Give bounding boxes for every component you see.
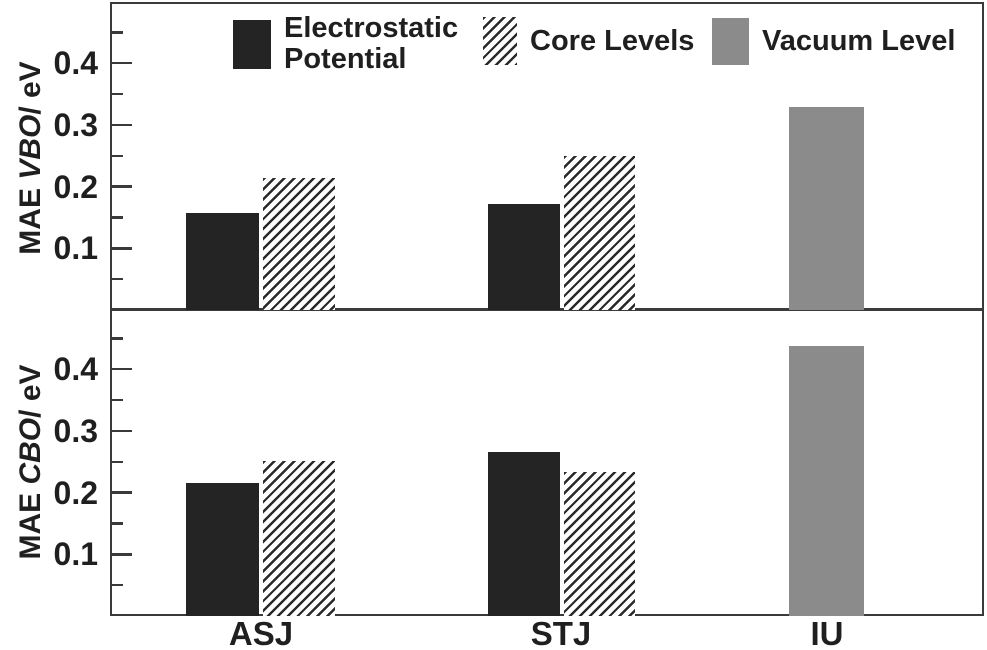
y-tick-label: 0.3: [53, 106, 98, 143]
legend-label-line2: Potential: [284, 43, 407, 75]
y-axis-major-tick: [112, 247, 132, 250]
legend-label-line1: Electrostatic: [284, 12, 459, 44]
y-axis-minor-tick: [112, 522, 123, 525]
y-axis-minor-tick: [112, 277, 123, 281]
bar-stj-1: [564, 472, 635, 616]
y-tick-label: 0.4: [53, 45, 98, 82]
y-tick-label: 0.3: [53, 412, 98, 449]
y-axis-minor-tick: [112, 398, 123, 402]
y-axis-major-tick: [112, 491, 132, 494]
bar-iu-2: [789, 107, 864, 310]
bar-stj-0: [488, 452, 560, 616]
bar-iu-2: [789, 346, 864, 616]
y-axis-minor-tick: [112, 154, 123, 157]
y-axis-minor-tick: [112, 216, 123, 219]
legend-label-vacuum-level: Vacuum Level: [762, 25, 956, 57]
y-axis-major-tick: [112, 429, 132, 433]
x-category-label-iu: IU: [810, 615, 844, 650]
bar-asj-0: [186, 213, 259, 310]
bar-asj-1: [263, 461, 335, 616]
legend-swatch-core-levels-icon: [483, 17, 517, 65]
y-axis-label-top: MAE VBO/ eV: [14, 61, 47, 255]
y-tick-label: 0.1: [53, 536, 98, 573]
x-category-label-stj: STJ: [530, 615, 592, 650]
y-axis-minor-tick: [112, 31, 123, 34]
y-tick-label: 0.2: [53, 474, 98, 511]
legend-item-electrostatic-potential: Electrostatic Potential: [233, 13, 458, 75]
legend: Electrostatic Potential Core Levels Vacu…: [0, 0, 987, 100]
bar-asj-0: [186, 483, 259, 616]
legend-label-core-levels: Core Levels: [530, 24, 695, 57]
bar-stj-1: [564, 155, 635, 310]
y-axis-minor-tick: [112, 337, 123, 340]
y-tick-label: 0.4: [53, 351, 98, 388]
y-axis-major-tick: [112, 61, 132, 65]
y-axis-major-tick: [112, 123, 132, 127]
bar-asj-1: [263, 177, 335, 310]
y-tick-label: 0.2: [53, 168, 98, 205]
y-axis-major-tick: [112, 553, 132, 556]
y-axis-major-tick: [112, 367, 132, 371]
y-axis-minor-tick: [112, 460, 123, 463]
y-axis-minor-tick: [112, 92, 123, 96]
legend-swatch-vacuum-level-icon: [712, 18, 749, 65]
y-tick-label: 0.1: [53, 230, 98, 267]
legend-label-electrostatic-potential: Electrostatic Potential: [284, 13, 458, 75]
x-category-label-asj: ASJ: [228, 615, 294, 650]
y-axis-major-tick: [112, 185, 132, 188]
bar-stj-0: [488, 203, 560, 310]
legend-swatch-electrostatic-potential-icon: [233, 19, 271, 69]
legend-item-vacuum-level: Vacuum Level: [712, 18, 955, 65]
legend-item-core-levels: Core Levels: [483, 17, 694, 65]
y-axis-label-bottom: MAE CBO/ eV: [14, 364, 47, 560]
y-axis-minor-tick: [112, 583, 123, 587]
